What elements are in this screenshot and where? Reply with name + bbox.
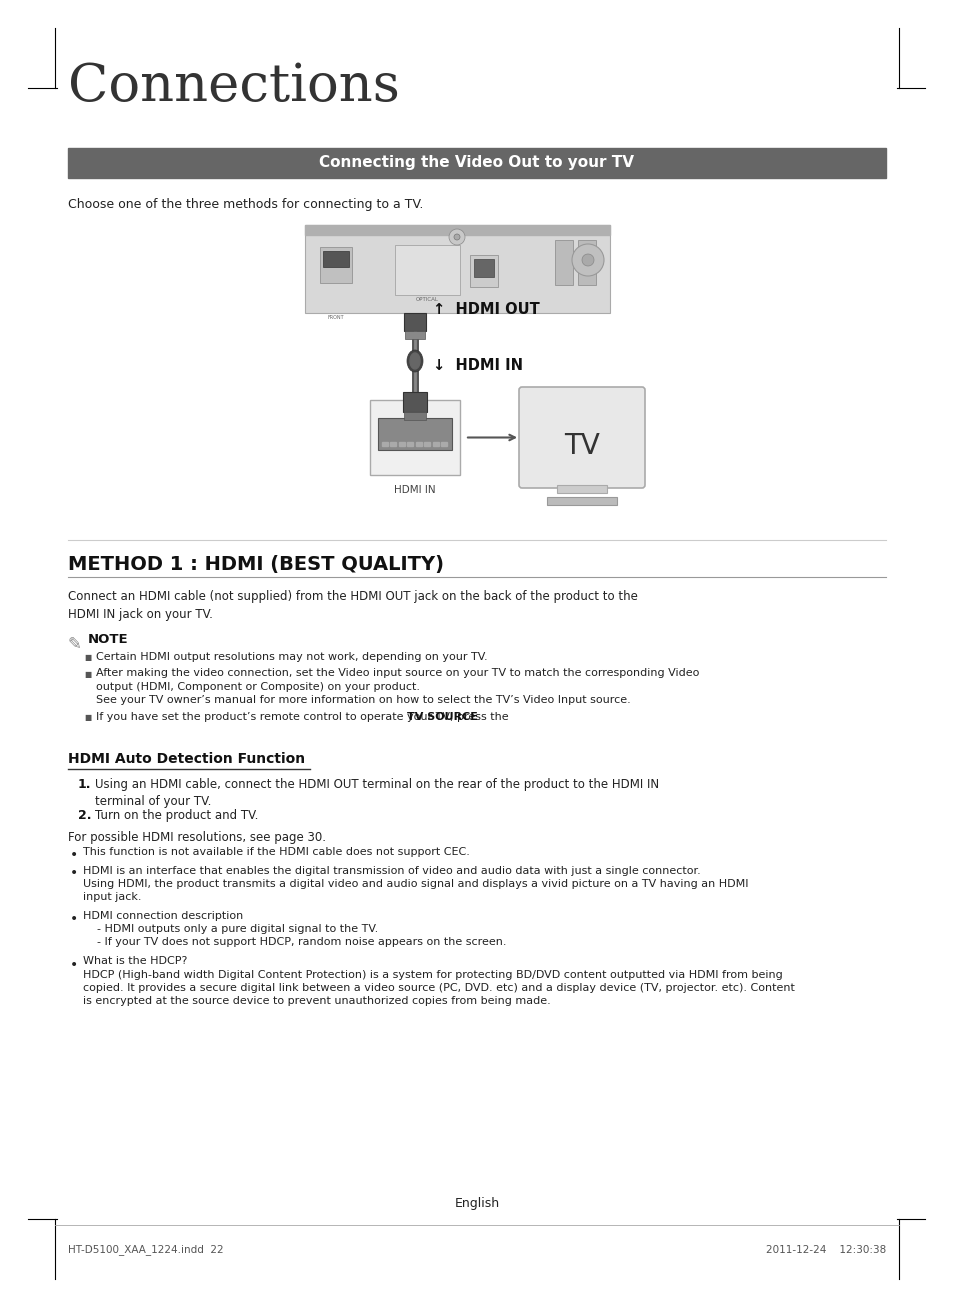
Text: Using an HDMI cable, connect the HDMI OUT terminal on the rear of the product to: Using an HDMI cable, connect the HDMI OU… bbox=[95, 778, 659, 808]
Bar bbox=[403, 412, 426, 420]
Text: After making the video connection, set the Video input source on your TV to matc: After making the video connection, set t… bbox=[96, 668, 699, 704]
Text: •: • bbox=[70, 912, 78, 925]
Text: •: • bbox=[70, 848, 78, 863]
Circle shape bbox=[581, 254, 594, 267]
Text: Connect an HDMI cable (not supplied) from the HDMI OUT jack on the back of the p: Connect an HDMI cable (not supplied) fro… bbox=[68, 589, 638, 621]
Bar bbox=[381, 442, 388, 446]
Bar bbox=[319, 247, 352, 284]
Ellipse shape bbox=[407, 350, 422, 372]
Bar bbox=[395, 244, 459, 295]
Bar bbox=[407, 442, 413, 446]
Text: ✎: ✎ bbox=[68, 635, 82, 654]
Text: NOTE: NOTE bbox=[88, 633, 129, 646]
Text: ↓  HDMI IN: ↓ HDMI IN bbox=[433, 358, 522, 372]
Bar bbox=[578, 240, 596, 285]
Text: TV: TV bbox=[563, 431, 599, 460]
Text: ■: ■ bbox=[84, 669, 91, 678]
Circle shape bbox=[454, 234, 459, 240]
Text: HDMI is an interface that enables the digital transmission of video and audio da: HDMI is an interface that enables the di… bbox=[83, 865, 748, 902]
Bar bbox=[398, 442, 405, 446]
Bar bbox=[474, 259, 494, 277]
Text: 2011-12-24    12:30:38: 2011-12-24 12:30:38 bbox=[765, 1246, 885, 1255]
Text: OPTICAL: OPTICAL bbox=[416, 297, 438, 302]
Bar bbox=[416, 442, 421, 446]
Text: If you have set the product’s remote control to operate your TV, press the: If you have set the product’s remote con… bbox=[96, 712, 512, 721]
Text: TV SOURCE: TV SOURCE bbox=[407, 712, 477, 721]
Circle shape bbox=[572, 244, 603, 276]
Text: HDMI IN: HDMI IN bbox=[394, 485, 436, 495]
Bar bbox=[424, 442, 430, 446]
Bar bbox=[305, 225, 609, 235]
FancyBboxPatch shape bbox=[370, 400, 459, 474]
Text: HDMI connection description
    - HDMI outputs only a pure digital signal to the: HDMI connection description - HDMI outpu… bbox=[83, 911, 506, 948]
Circle shape bbox=[449, 229, 464, 244]
Ellipse shape bbox=[410, 353, 419, 369]
Text: For possible HDMI resolutions, see page 30.: For possible HDMI resolutions, see page … bbox=[68, 831, 326, 844]
Text: What is the HDCP?
HDCP (High-band width Digital Content Protection) is a system : What is the HDCP? HDCP (High-band width … bbox=[83, 957, 794, 1006]
Bar bbox=[405, 331, 424, 339]
Text: Connections: Connections bbox=[68, 61, 399, 112]
Text: ↑  HDMI OUT: ↑ HDMI OUT bbox=[433, 302, 539, 318]
Text: ■: ■ bbox=[84, 714, 91, 721]
Text: 2.: 2. bbox=[78, 809, 91, 822]
Text: •: • bbox=[70, 958, 78, 971]
Text: Turn on the product and TV.: Turn on the product and TV. bbox=[95, 809, 258, 822]
Text: English: English bbox=[454, 1197, 499, 1210]
Text: Connecting the Video Out to your TV: Connecting the Video Out to your TV bbox=[319, 156, 634, 170]
Text: ■: ■ bbox=[84, 654, 91, 663]
Bar bbox=[441, 442, 447, 446]
Bar bbox=[403, 312, 426, 331]
Text: •: • bbox=[70, 867, 78, 881]
Bar bbox=[557, 485, 606, 493]
Bar bbox=[377, 418, 452, 450]
Text: 1.: 1. bbox=[78, 778, 91, 791]
Bar bbox=[402, 392, 427, 412]
Bar bbox=[470, 255, 497, 288]
FancyBboxPatch shape bbox=[518, 387, 644, 488]
Bar bbox=[68, 148, 885, 178]
Text: Certain HDMI output resolutions may not work, depending on your TV.: Certain HDMI output resolutions may not … bbox=[96, 652, 487, 663]
Text: METHOD 1 : HDMI (BEST QUALITY): METHOD 1 : HDMI (BEST QUALITY) bbox=[68, 555, 443, 574]
Text: HDMI Auto Detection Function: HDMI Auto Detection Function bbox=[68, 752, 305, 766]
Bar bbox=[546, 497, 617, 505]
Bar bbox=[305, 225, 609, 312]
Text: Choose one of the three methods for connecting to a TV.: Choose one of the three methods for conn… bbox=[68, 197, 423, 210]
Text: This function is not available if the HDMI cable does not support CEC.: This function is not available if the HD… bbox=[83, 847, 470, 857]
Text: HT-D5100_XAA_1224.indd  22: HT-D5100_XAA_1224.indd 22 bbox=[68, 1244, 223, 1255]
Bar bbox=[323, 251, 349, 267]
Bar bbox=[555, 240, 573, 285]
Bar bbox=[433, 442, 438, 446]
Bar bbox=[390, 442, 396, 446]
Text: FRONT: FRONT bbox=[327, 315, 344, 320]
